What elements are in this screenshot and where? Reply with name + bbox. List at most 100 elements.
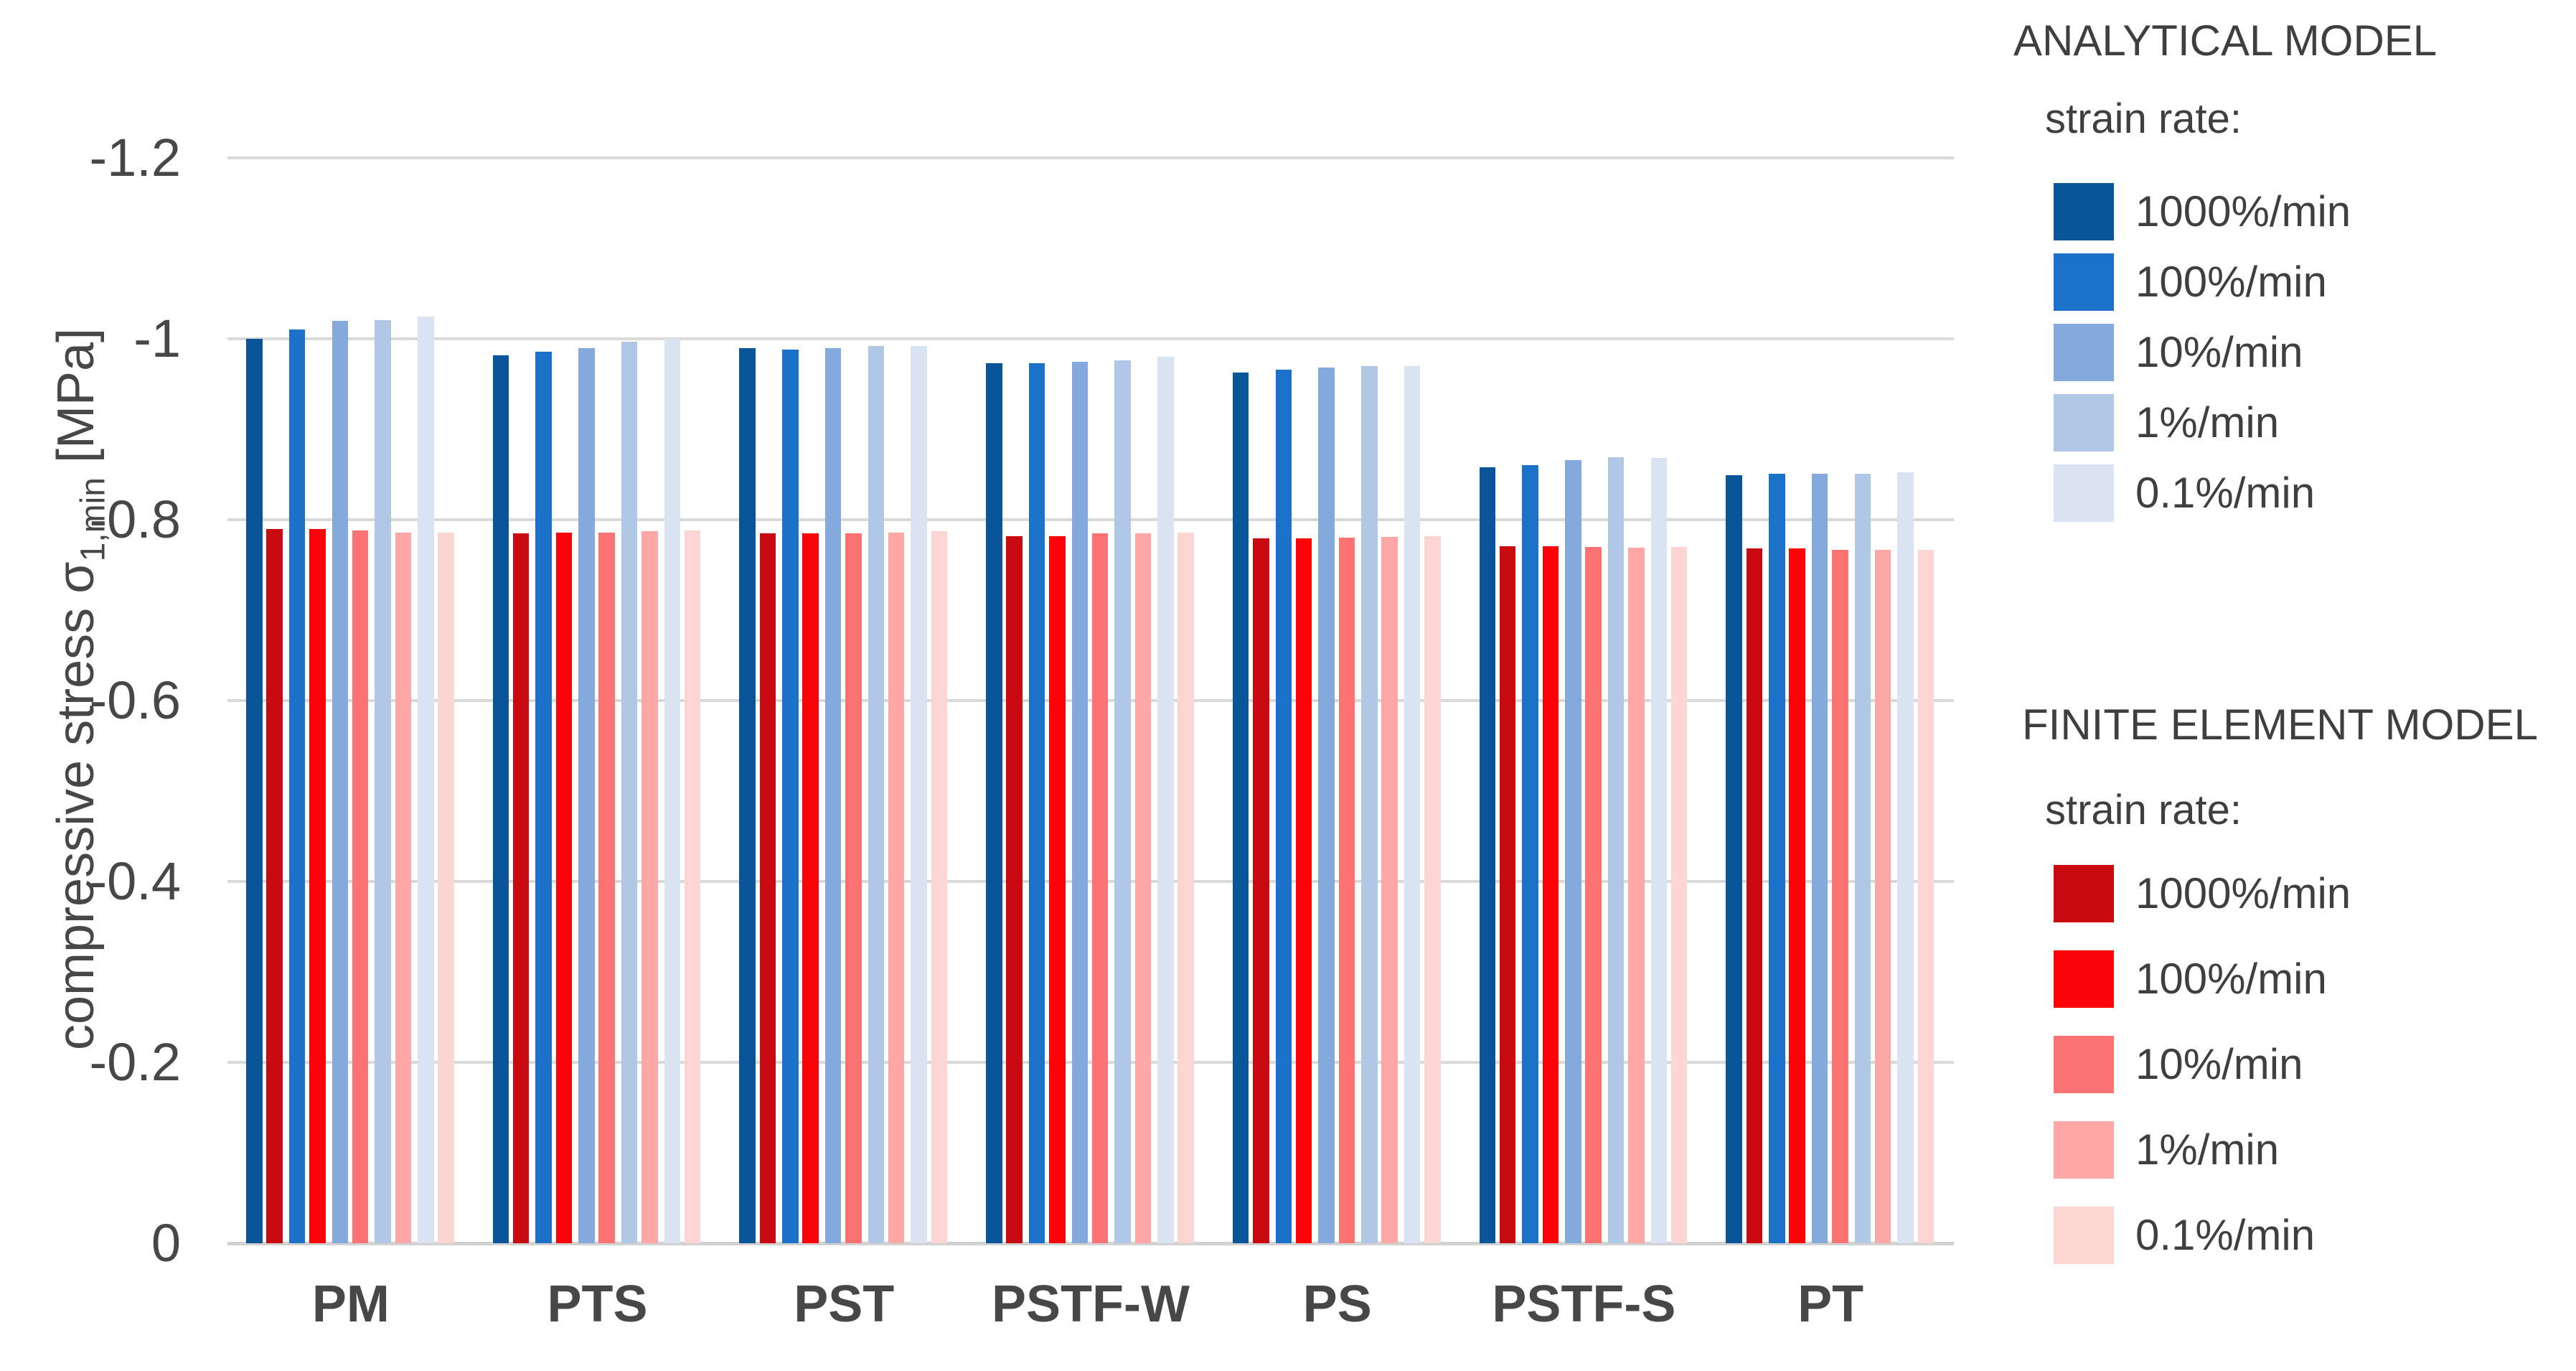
bar-fem-10min-PSTF-S [1585,546,1602,1243]
legend-title-analytical: ANALYTICAL MODEL [2013,17,2438,65]
gridline [227,156,1954,159]
bar-analytical-0.1min-PT [1897,472,1914,1243]
bar-fem-10min-PT [1832,549,1848,1243]
bar-analytical-0.1min-PST [911,346,927,1243]
gridline [227,518,1954,521]
bar-fem-100min-PS [1295,538,1312,1243]
bar-fem-0.1min-PST [931,531,948,1243]
bar-analytical-1000min-PM [246,339,263,1243]
legend-swatch-icon [2054,1121,2114,1179]
legend-swatch-icon [2054,183,2114,240]
y-tick-label: -0.8 [89,490,181,549]
bar-fem-1min-PST [888,532,905,1243]
category-label-PS: PS [1302,1276,1372,1333]
legend-label: 0.1%/min [2135,469,2316,517]
y-tick-label: -0.2 [89,1032,181,1092]
bar-analytical-1min-PSTF-W [1114,360,1131,1243]
bar-fem-100min-PT [1789,548,1805,1243]
bar-analytical-0.1min-PTS [664,339,681,1243]
gridline [227,699,1954,702]
bar-fem-1000min-PS [1253,538,1269,1243]
category-label-PM: PM [311,1276,390,1333]
gridline [227,1061,1954,1064]
bar-fem-1000min-PSTF-W [1006,535,1023,1243]
bar-fem-100min-PM [309,528,326,1243]
legend-label: 1000%/min [2135,187,2351,235]
bar-analytical-1000min-PSTF-W [986,363,1002,1243]
bar-analytical-10min-PST [824,347,842,1243]
bar-fem-1min-PSTF-S [1628,548,1645,1243]
bar-fem-1000min-PSTF-S [1499,546,1516,1243]
legend-subtitle-strain-rate: strain rate: [2045,95,2242,142]
legend-swatch-icon [2054,1207,2114,1264]
bar-analytical-1000min-PST [739,347,756,1243]
y-tick-label: 0 [151,1213,181,1273]
legend-swatch-icon [2054,253,2114,311]
bar-fem-1min-PT [1874,549,1891,1243]
bar-fem-1min-PM [395,532,411,1243]
legend-swatch-icon [2054,1036,2114,1093]
bar-fem-1min-PSTF-W [1134,533,1152,1243]
legend-label: 1000%/min [2135,869,2351,917]
bar-fem-100min-PST [802,533,819,1243]
bar-analytical-100min-PSTF-W [1028,363,1045,1243]
bar-analytical-10min-PT [1811,473,1828,1243]
bar-analytical-0.1min-PSTF-W [1157,357,1174,1243]
bar-analytical-0.1min-PS [1404,365,1421,1243]
bar-analytical-1000min-PTS [492,355,509,1243]
legend-label: 10%/min [2135,328,2303,376]
bar-analytical-100min-PT [1769,473,1785,1243]
category-label-PSTF-S: PSTF-S [1492,1276,1676,1333]
bar-fem-10min-PTS [598,532,615,1243]
gridline [227,337,1954,340]
bar-fem-1000min-PT [1746,548,1763,1243]
bar-fem-10min-PM [352,530,369,1243]
bar-analytical-100min-PTS [535,351,552,1243]
legend-label: 0.1%/min [2135,1211,2316,1259]
bar-fem-100min-PSTF-W [1049,535,1066,1243]
bar-analytical-0.1min-PSTF-S [1650,458,1668,1243]
bar-analytical-1min-PST [868,346,885,1243]
bar-fem-0.1min-PSTF-S [1670,546,1688,1243]
category-label-PSTF-W: PSTF-W [992,1276,1190,1333]
bar-fem-10min-PSTF-W [1091,533,1109,1243]
legend-swatch-icon [2054,865,2114,922]
bar-analytical-1min-PT [1854,473,1871,1243]
plot-area [227,156,1954,1245]
bar-analytical-10min-PSTF-S [1565,459,1581,1243]
legend-subtitle-strain-rate: strain rate: [2045,787,2242,833]
category-label-PTS: PTS [547,1276,648,1333]
bar-fem-100min-PSTF-S [1542,546,1559,1243]
bar-analytical-100min-PM [288,329,306,1243]
bar-fem-0.1min-PM [438,532,454,1243]
bar-fem-0.1min-PSTF-W [1177,532,1194,1243]
y-axis-title-text: compressive stress σ [47,561,105,1051]
bar-fem-100min-PTS [555,532,573,1243]
bar-analytical-10min-PSTF-W [1071,361,1089,1243]
bar-fem-1000min-PST [759,533,776,1243]
legend-swatch-icon [2054,950,2114,1008]
bar-analytical-1min-PSTF-S [1607,457,1625,1243]
legend-label: 10%/min [2135,1040,2303,1088]
bar-analytical-0.1min-PM [418,316,434,1243]
legend-swatch-icon [2054,464,2114,522]
x-axis-baseline [227,1242,1954,1245]
category-label-PT: PT [1797,1276,1864,1333]
bar-analytical-100min-PSTF-S [1522,465,1538,1243]
bar-analytical-1min-PS [1361,365,1378,1243]
legend-label: 100%/min [2135,258,2327,306]
bar-fem-1000min-PM [266,528,283,1243]
bar-fem-1min-PS [1381,536,1398,1243]
legend-swatch-icon [2054,394,2114,451]
bar-analytical-10min-PTS [578,347,595,1243]
legend-label: 1%/min [2135,1126,2280,1174]
legend-label: 100%/min [2135,955,2327,1003]
bar-analytical-10min-PM [332,320,348,1243]
category-label-PST: PST [794,1276,895,1333]
bar-fem-1000min-PTS [512,533,530,1243]
bar-fem-0.1min-PS [1424,535,1441,1243]
y-tick-label: -1.2 [89,128,181,187]
bar-fem-10min-PST [845,533,862,1243]
bar-analytical-1000min-PT [1726,475,1742,1243]
